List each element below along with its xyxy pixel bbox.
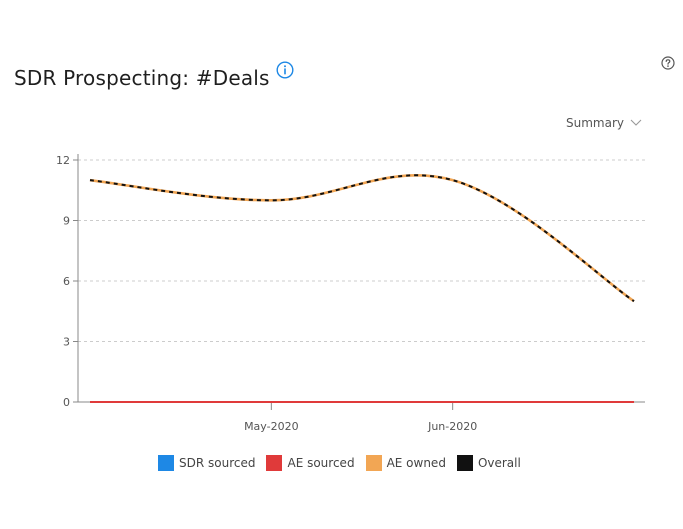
page-title: SDR Prospecting: #Deals (14, 66, 270, 90)
y-tick-label: 0 (63, 396, 70, 409)
legend-swatch (456, 455, 473, 471)
view-select[interactable]: Summary (566, 114, 642, 132)
question-circle-icon[interactable] (661, 56, 675, 70)
legend-item-sdr-sourced[interactable]: SDR sourced (158, 455, 255, 471)
legend-swatch (266, 455, 283, 471)
legend-label: SDR sourced (179, 456, 256, 470)
legend-swatch (365, 455, 382, 471)
series-line-ae-owned (89, 173, 635, 303)
chart-axes (73, 154, 645, 410)
x-tick-label: May-2020 (244, 420, 299, 433)
title-row: SDR Prospecting: #Deals (14, 61, 294, 94)
y-tick-label: 9 (63, 215, 70, 228)
legend-item-ae-owned[interactable]: AE owned (365, 455, 446, 471)
y-tick-label: 6 (63, 275, 70, 288)
series-lines (89, 173, 635, 403)
grid-lines (78, 159, 645, 342)
legend-label: AE sourced (287, 456, 355, 470)
chevron-down-icon (630, 119, 642, 126)
legend-label: Overall (477, 456, 521, 470)
line-chart: 0 3 6 9 12 May-2020 Jun-2020 (56, 154, 645, 433)
chart-legend: SDR sourced AE sourced AE owned Overall (158, 454, 532, 472)
legend-item-ae-sourced[interactable]: AE sourced (266, 455, 355, 471)
legend-item-overall[interactable]: Overall (456, 455, 521, 471)
series-line-overall (89, 174, 635, 302)
legend-swatch (158, 455, 174, 471)
x-tick-label: Jun-2020 (427, 420, 477, 433)
info-circle-icon[interactable] (276, 61, 294, 79)
y-tick-label: 12 (56, 154, 70, 167)
y-tick-label: 3 (63, 336, 70, 349)
view-select-value: Summary (566, 116, 624, 130)
legend-label: AE owned (386, 456, 446, 470)
tick-labels: 0 3 6 9 12 May-2020 Jun-2020 (56, 154, 477, 433)
